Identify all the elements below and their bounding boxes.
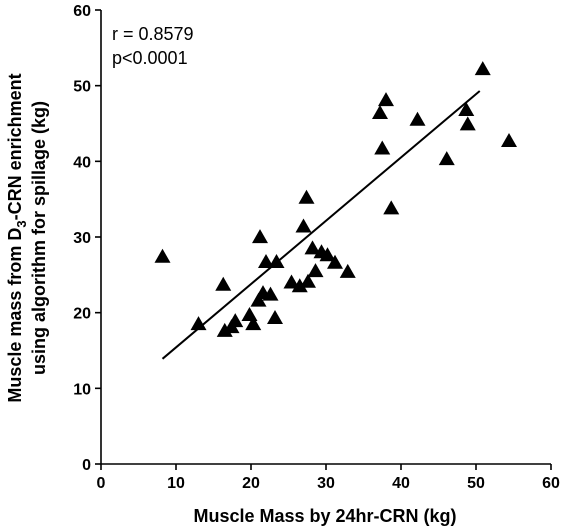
data-point-triangle <box>339 263 356 278</box>
y-axis-title-line1: Muscle mass from D3-CRN enrichment <box>5 73 29 402</box>
y-tick-label: 60 <box>73 3 91 20</box>
data-point-triangle <box>267 310 283 325</box>
data-point-triangle <box>154 248 171 263</box>
data-point-triangle <box>327 254 343 269</box>
data-point-triangle <box>262 286 279 301</box>
data-point-triangle <box>250 292 267 307</box>
y-axis-title-line1-pre: Muscle mass from D <box>5 228 25 403</box>
data-point-triangle <box>241 307 258 322</box>
data-point-triangle <box>295 218 312 233</box>
data-point-triangle <box>459 116 476 131</box>
y-tick-label: 50 <box>73 79 91 96</box>
data-point-triangle <box>216 322 233 337</box>
data-point-triangle <box>383 200 400 215</box>
y-tick-label: 40 <box>73 154 91 171</box>
y-tick-label: 10 <box>73 381 91 398</box>
y-axis-title-line2: using algorithm for spillage (kg) <box>29 101 49 375</box>
data-point-triangle <box>298 189 315 204</box>
axes <box>100 10 551 465</box>
data-point-triangle <box>300 273 316 288</box>
p-value-annotation: p<0.0001 <box>112 48 188 68</box>
data-point-triangle <box>501 132 517 147</box>
data-point-triangle <box>409 111 426 126</box>
data-point-triangle <box>458 101 475 116</box>
data-point-triangle <box>227 313 244 328</box>
data-point-triangle <box>245 316 262 331</box>
data-point-triangle <box>474 61 491 76</box>
data-point-triangle <box>304 240 321 255</box>
data-point-triangle <box>372 104 388 119</box>
x-tick-label: 50 <box>467 475 485 492</box>
x-axis-ticks: 0 10 20 30 40 50 60 <box>97 464 560 492</box>
y-axis-title: Muscle mass from D3-CRN enrichment using… <box>5 73 49 402</box>
data-point-triangle <box>319 247 336 262</box>
data-point-triangle <box>291 278 308 293</box>
data-point-triangle <box>268 254 285 269</box>
x-tick-label: 0 <box>97 475 106 492</box>
data-point-triangle <box>252 229 268 244</box>
regression-line <box>161 90 481 360</box>
y-tick-label: 0 <box>82 457 91 474</box>
x-axis-title: Muscle Mass by 24hr-CRN (kg) <box>193 506 456 526</box>
data-point-triangle <box>438 151 455 166</box>
data-point-triangle <box>283 274 300 289</box>
y-tick-label: 20 <box>73 306 91 323</box>
data-point-triangle <box>307 263 324 278</box>
x-tick-label: 40 <box>392 475 410 492</box>
data-point-triangle <box>378 92 394 107</box>
data-point-triangle <box>215 276 232 291</box>
y-axis-ticks: 0 10 20 30 40 50 60 <box>73 3 101 474</box>
x-tick-label: 60 <box>542 475 560 492</box>
correlation-annotation: r = 0.8579 <box>112 24 194 44</box>
y-axis-title-subscript: 3 <box>14 220 29 227</box>
x-tick-label: 30 <box>317 475 335 492</box>
data-point-triangle <box>374 140 391 155</box>
x-tick-label: 20 <box>242 475 260 492</box>
y-tick-label: 30 <box>73 230 91 247</box>
data-point-triangle <box>258 254 274 269</box>
data-points <box>154 61 517 337</box>
y-axis-title-line1-post: -CRN enrichment <box>5 73 25 220</box>
x-tick-label: 10 <box>167 475 185 492</box>
data-point-triangle <box>190 316 207 331</box>
